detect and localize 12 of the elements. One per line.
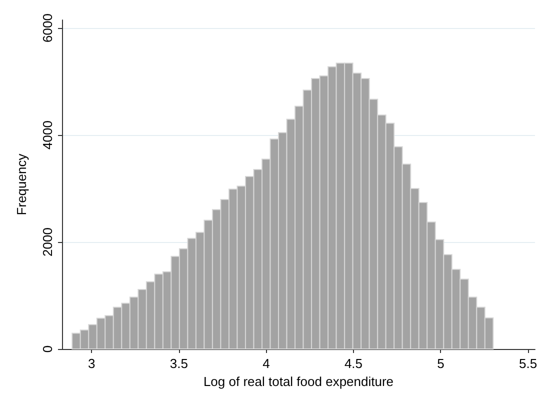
x-tick-label: 4.5	[344, 356, 363, 371]
y-tick-label: 2000	[40, 228, 55, 256]
x-tick-label: 5.5	[518, 356, 538, 371]
y-tick-label: 4000	[40, 120, 55, 150]
x-tick-label: 3	[88, 356, 96, 371]
x-tick-label: 3.5	[170, 356, 188, 371]
y-tick-label: 0	[40, 345, 55, 353]
x-tick-label: 4	[262, 356, 270, 371]
x-axis-title: Log of real total food expenditure	[203, 374, 394, 389]
x-tick-label: 5	[437, 356, 444, 371]
y-axis-title: Frequency	[14, 153, 29, 216]
y-tick-label: 6000	[40, 14, 55, 42]
